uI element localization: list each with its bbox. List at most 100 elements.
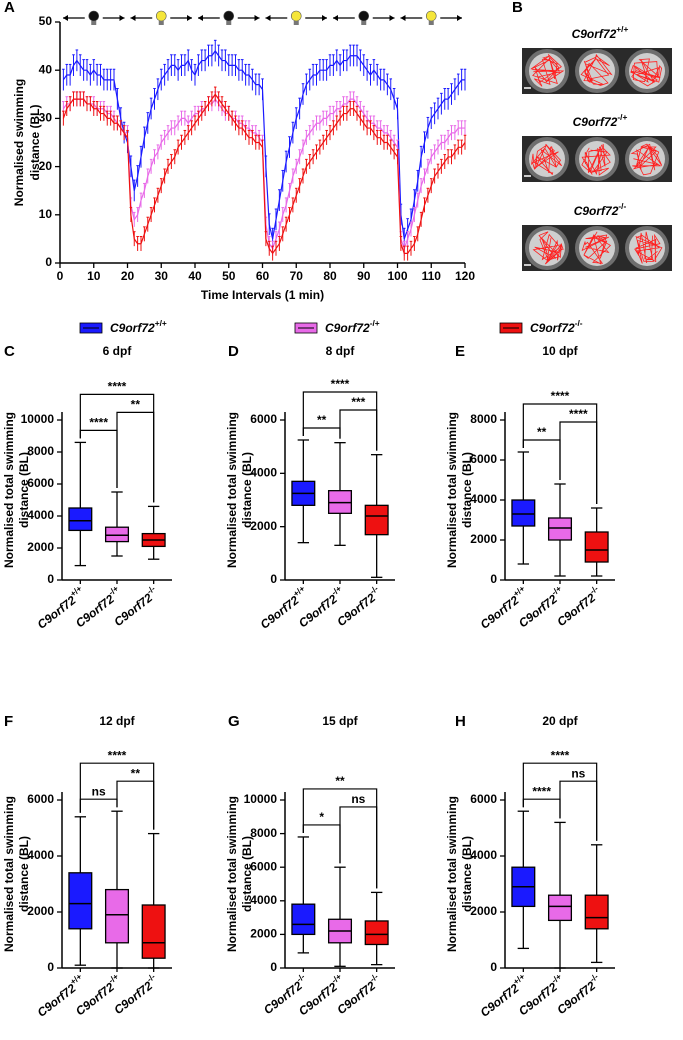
arrow-head [389, 15, 395, 21]
arrow-head [130, 15, 136, 21]
y-axis-title: Normalised total swimming [2, 796, 16, 952]
y-tick-label: 4000 [470, 492, 497, 506]
y-tick-label: 6000 [250, 859, 277, 873]
arrow-head [333, 15, 338, 21]
sig-bracket [522, 439, 561, 480]
sig-label: **** [569, 407, 588, 421]
y-tick-label: 2000 [27, 540, 54, 554]
y-axis-title: distance (BL) [460, 836, 474, 912]
sig-label: **** [108, 748, 127, 762]
panel-label: A [4, 0, 15, 16]
y-axis-title: distance (BL) [240, 836, 254, 912]
box [104, 888, 130, 944]
arrow-head [119, 15, 125, 21]
y-tick-label: 2000 [470, 532, 497, 546]
bulb-icon [358, 10, 370, 22]
y-tick-label: 20 [39, 159, 53, 173]
y-tick-label: 4000 [27, 848, 54, 862]
box [584, 531, 609, 563]
chart-title: 8 dpf [326, 344, 356, 358]
well-inner [529, 141, 565, 177]
panel-label: C [4, 343, 15, 360]
bulb-icon [88, 10, 100, 22]
y-tick-label: 6000 [250, 412, 277, 426]
bulb-base [361, 21, 367, 25]
sig-bracket [302, 824, 341, 864]
panel-label: F [4, 713, 13, 730]
box [291, 903, 316, 936]
y-tick-label: 6000 [27, 476, 54, 490]
y-tick-label: 2000 [250, 927, 277, 941]
y-axis-title: Normalised total swimming [225, 796, 239, 952]
sig-label: ns [92, 784, 106, 798]
arrow-head [254, 15, 260, 21]
track [580, 53, 613, 86]
sig-bracket [339, 806, 378, 889]
y-axis-title: Normalised total swimming [225, 412, 239, 568]
sig-bracket [559, 421, 598, 504]
x-tick-label: 80 [323, 269, 337, 283]
y-tick-label: 6000 [470, 452, 497, 466]
track [581, 231, 612, 265]
y-tick-label: 4000 [470, 848, 497, 862]
y-tick-label: 4000 [250, 893, 277, 907]
y-axis-title: distance (BL) [240, 452, 254, 528]
bulb-base [91, 21, 97, 25]
arrow-head [63, 15, 68, 21]
x-tick-label: 20 [121, 269, 135, 283]
y-tick-label: 10 [39, 207, 53, 221]
sig-label: **** [89, 416, 108, 430]
track [630, 143, 663, 176]
box [547, 517, 573, 541]
y-tick-label: 40 [39, 62, 53, 76]
bulb-icon [290, 10, 302, 22]
box [68, 507, 93, 532]
x-axis-title: Time Intervals (1 min) [201, 288, 324, 302]
y-tick-label: 6000 [470, 792, 497, 806]
y-tick-label: 4000 [250, 466, 277, 480]
y-tick-label: 8000 [470, 412, 497, 426]
panel-label: G [228, 713, 240, 730]
series-line [62, 49, 465, 240]
sig-label: ns [571, 766, 585, 780]
series-line [62, 93, 466, 255]
sig-bracket [522, 798, 561, 819]
x-tick-label: 110 [422, 269, 442, 283]
legend-label: C9orf72-/- [530, 318, 583, 335]
chart-title: 15 dpf [322, 714, 358, 728]
sig-bracket [302, 391, 378, 451]
track [630, 58, 663, 87]
bulb-base [226, 21, 232, 25]
chart-title: 10 dpf [542, 344, 578, 358]
sig-label: ** [335, 774, 345, 788]
x-tick-label: 90 [357, 269, 371, 283]
y-tick-label: 30 [39, 111, 53, 125]
y-axis-title: Normalised swimming [12, 79, 26, 206]
sig-label: ns [351, 792, 365, 806]
sig-bracket [79, 429, 118, 488]
image-label: C9orf72-/- [574, 201, 627, 218]
legend-label: C9orf72-/+ [325, 318, 380, 335]
bulb-base [158, 21, 164, 25]
y-tick-label: 0 [47, 960, 54, 974]
y-tick-label: 10000 [244, 792, 278, 806]
panel-label: E [455, 343, 465, 360]
sig-bracket [339, 409, 378, 451]
bulb-base [293, 21, 299, 25]
y-tick-label: 8000 [250, 826, 277, 840]
sig-label: * [319, 810, 324, 824]
sig-label: ** [537, 425, 547, 439]
y-tick-label: 0 [270, 572, 277, 586]
y-tick-label: 2000 [250, 519, 277, 533]
sig-label: ** [317, 413, 327, 427]
x-tick-label: 30 [155, 269, 169, 283]
y-tick-label: 6000 [27, 792, 54, 806]
arrow-head [187, 15, 192, 21]
box [511, 499, 536, 527]
sig-bracket [559, 780, 598, 841]
sig-bracket [522, 403, 598, 504]
y-tick-label: 2000 [470, 904, 497, 918]
y-axis-title: Normalised total swimming [445, 796, 459, 952]
sig-bracket [79, 762, 155, 830]
sig-label: **** [551, 748, 570, 762]
